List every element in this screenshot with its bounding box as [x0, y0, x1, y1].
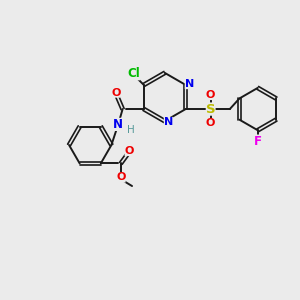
Text: N: N	[113, 118, 123, 131]
Text: N: N	[164, 117, 173, 127]
Text: O: O	[206, 118, 215, 128]
Text: O: O	[116, 172, 125, 182]
Text: N: N	[185, 79, 194, 89]
Text: Cl: Cl	[127, 67, 140, 80]
Text: S: S	[206, 103, 215, 116]
Text: O: O	[125, 146, 134, 156]
Text: F: F	[254, 135, 262, 148]
Text: O: O	[206, 90, 215, 100]
Text: H: H	[127, 125, 134, 135]
Text: O: O	[111, 88, 121, 98]
